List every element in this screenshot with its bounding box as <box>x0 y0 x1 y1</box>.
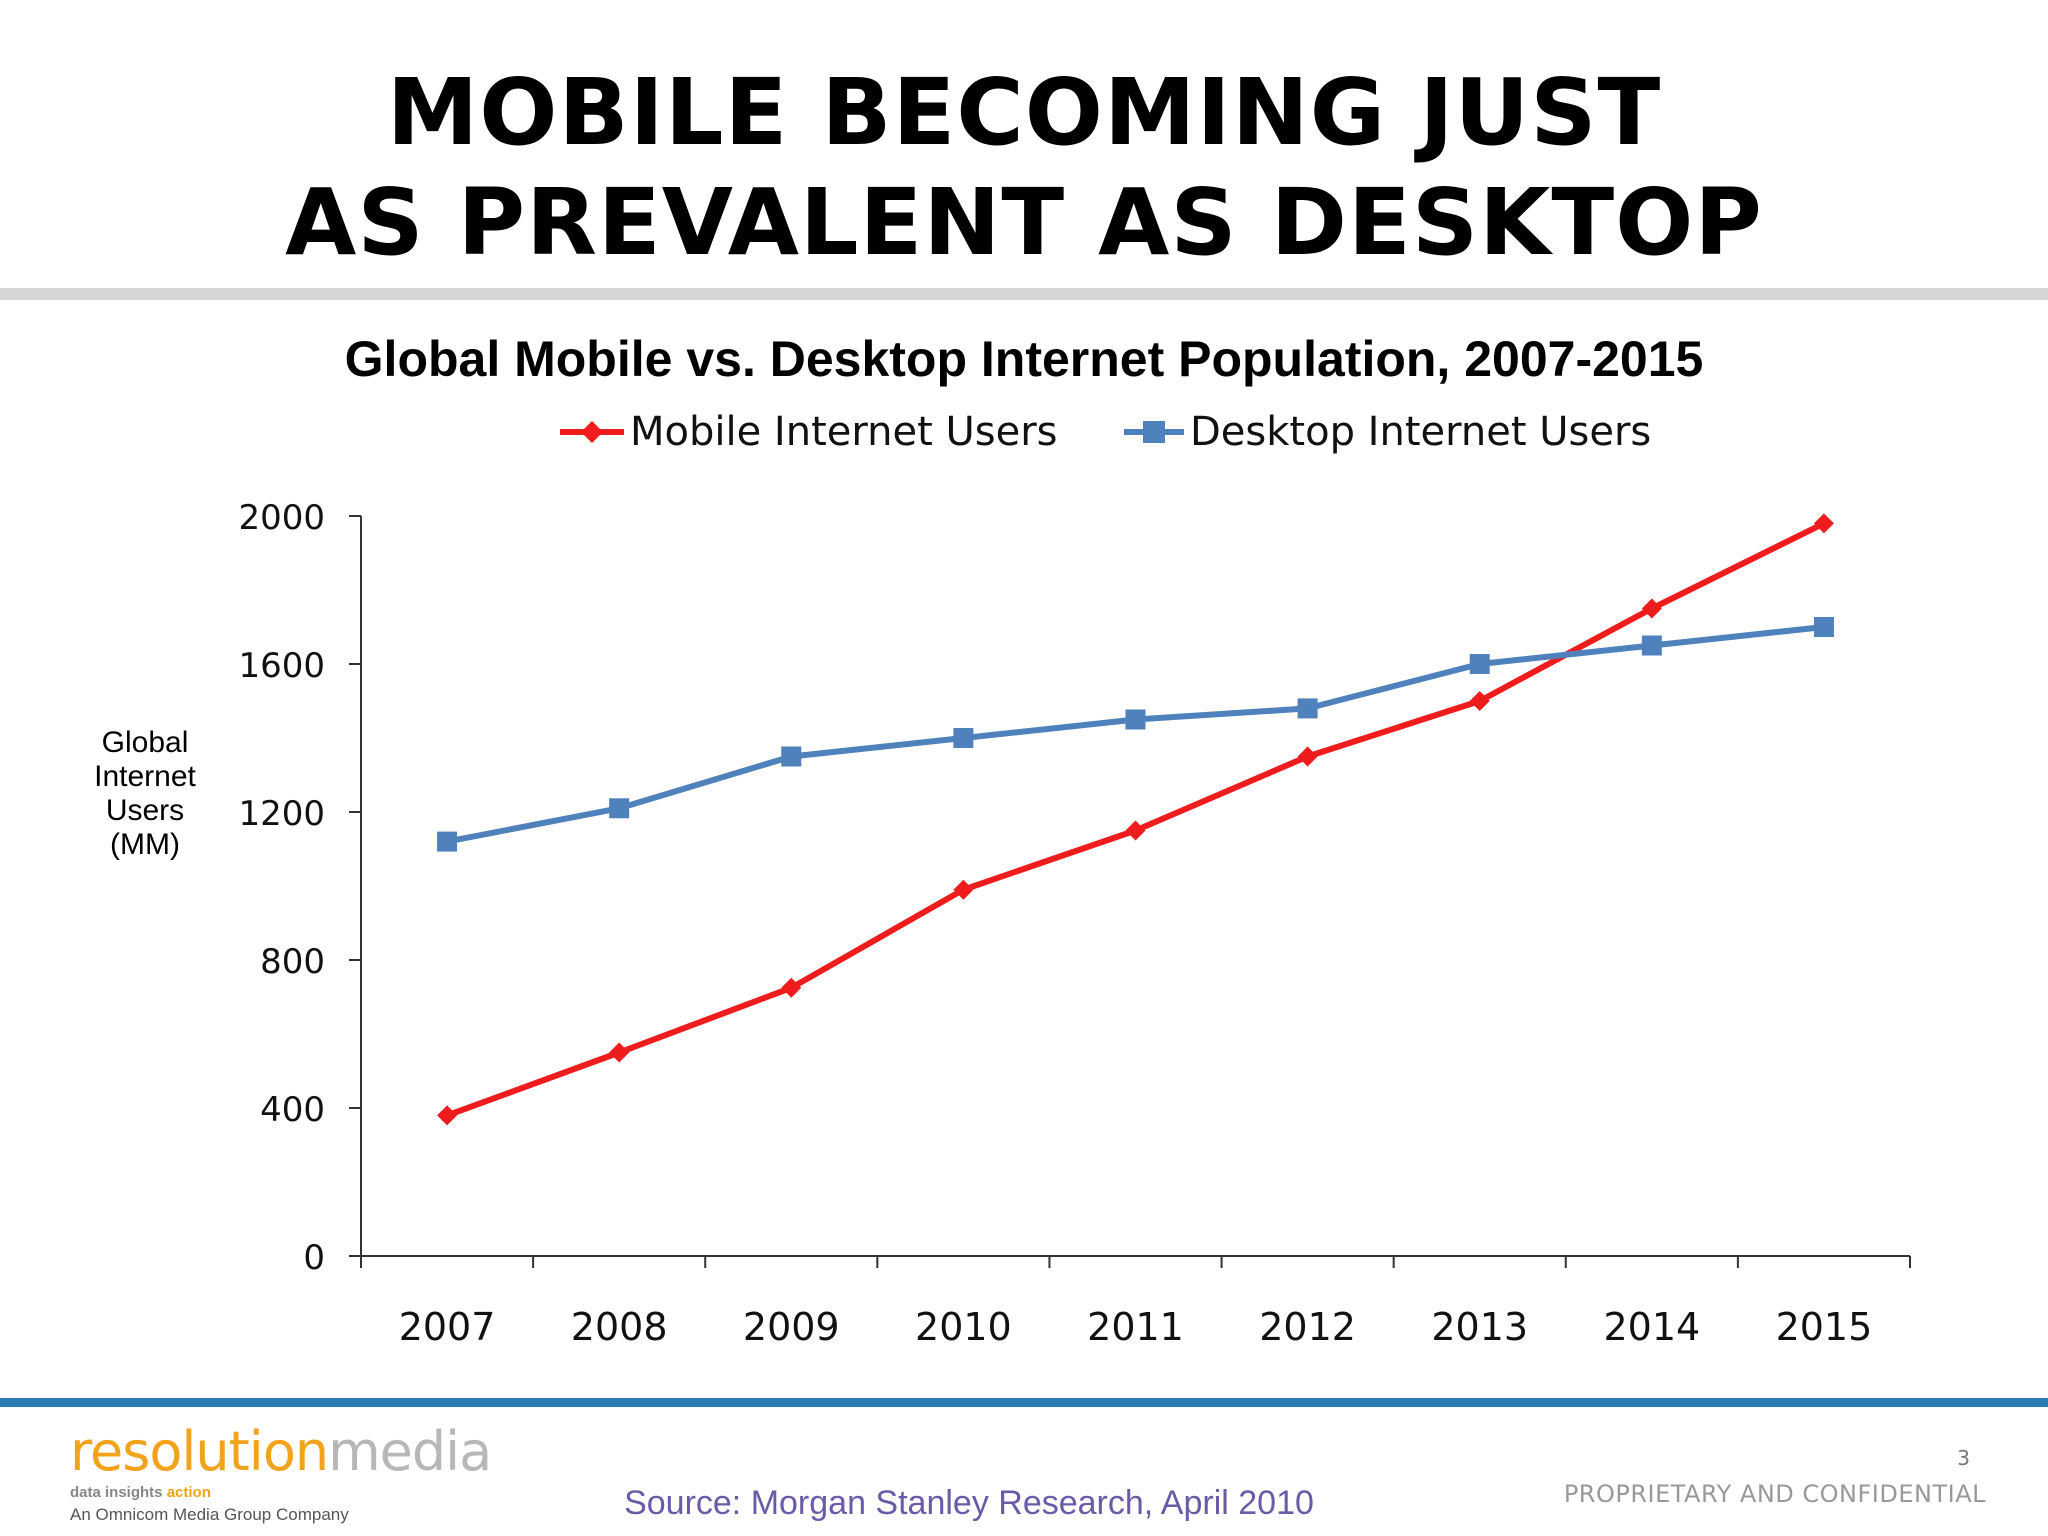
series-0-point-5 <box>1297 746 1318 767</box>
legend-marker-mobile-icon <box>560 421 624 443</box>
logo-wordmark: resolutionmedia <box>70 1420 492 1483</box>
y-axis-title: Global Internet Users (MM) <box>70 726 220 862</box>
series-0-point-6 <box>1469 691 1490 711</box>
source-note: Source: Morgan Stanley Research, April 2… <box>0 1484 2048 1523</box>
chart-title: Global Mobile vs. Desktop Internet Popul… <box>344 331 1704 387</box>
logo-tagline-part-1: data insights <box>70 1484 167 1501</box>
legend-label-desktop: Desktop Internet Users <box>1190 409 1652 455</box>
series-1-point-3 <box>953 728 974 748</box>
source-text: Source: Morgan Stanley Research, April 2… <box>624 1484 1314 1522</box>
x-tick-label-7: 2014 <box>1603 1305 1700 1349</box>
series-0-point-3 <box>953 879 974 900</box>
series-1-point-4 <box>1125 709 1146 730</box>
x-tick-label-1: 2008 <box>571 1305 668 1349</box>
series-1-point-5 <box>1297 698 1318 719</box>
company-logo: resolutionmedia data insights action An … <box>70 1420 492 1525</box>
y-tick-label-0: 0 <box>303 1238 325 1278</box>
y-axis-title-line-1: Global <box>101 726 189 759</box>
x-tick-label-8: 2015 <box>1776 1305 1873 1349</box>
x-tick-label-3: 2010 <box>915 1305 1012 1349</box>
series-0-point-0 <box>437 1105 458 1126</box>
y-tick-label-5: 2000 <box>238 498 325 538</box>
series-line-1 <box>446 624 1825 845</box>
footer-divider <box>0 1398 2048 1407</box>
y-tick-label-4: 1600 <box>238 646 325 686</box>
y-tick-label-1: 400 <box>260 1090 325 1130</box>
series-0-point-1 <box>609 1042 630 1063</box>
logo-tagline-part-2: action <box>166 1484 211 1501</box>
y-tick-label-2: 800 <box>260 942 325 982</box>
legend-item-desktop: Desktop Internet Users <box>1122 400 1651 464</box>
y-axis-title-line-3: Users <box>105 794 185 827</box>
series-1-point-7 <box>1641 635 1662 656</box>
logo-subtitle: An Omnicom Media Group Company <box>70 1505 349 1524</box>
x-tick-label-4: 2011 <box>1087 1305 1184 1349</box>
line-chart: 0 400 800 1200 1600 2000 2007 2008 2009 2010 2011 2… <box>238 498 1911 1349</box>
series-1-point-8 <box>1813 617 1834 637</box>
page-number: 3 <box>1957 1446 1970 1470</box>
x-tick-label-0: 2007 <box>399 1305 496 1349</box>
x-tick-label-2: 2009 <box>743 1305 840 1349</box>
x-tick-label-5: 2012 <box>1259 1305 1356 1349</box>
logo-word-part-1: resolution <box>70 1420 329 1483</box>
series-1-point-1 <box>609 798 630 819</box>
y-axis-title-line-4: (MM) <box>110 828 180 861</box>
y-axis-title-line-2: Internet <box>94 760 196 793</box>
series-1-point-2 <box>781 746 802 767</box>
series-1-point-0 <box>437 831 458 852</box>
legend-label-mobile: Mobile Internet Users <box>630 409 1058 455</box>
series-0-point-7 <box>1641 598 1662 619</box>
slide-title-line-1: MOBILE BECOMING JUST <box>386 59 1662 166</box>
chart-legend: Mobile Internet Users Desktop Internet U… <box>0 400 2048 464</box>
series-1-point-6 <box>1469 654 1490 674</box>
x-tick-label-6: 2013 <box>1431 1305 1528 1349</box>
y-tick-label-3: 1200 <box>238 794 325 834</box>
logo-tagline: data insights action <box>70 1484 491 1501</box>
legend-marker-desktop-icon <box>1124 421 1184 443</box>
slide-title-line-2: AS PREVALENT AS DESKTOP <box>285 169 1763 276</box>
confidential-notice: PROPRIETARY AND CONFIDENTIAL <box>1563 1480 1986 1508</box>
legend-item-mobile: Mobile Internet Users <box>558 400 1057 464</box>
logo-word-part-2: media <box>328 1420 492 1483</box>
slide-title: MOBILE BECOMING JUST AS PREVALENT AS DES… <box>0 58 2048 278</box>
series-0-point-4 <box>1125 820 1146 841</box>
series-0-point-2 <box>781 977 802 998</box>
series-0-point-8 <box>1813 513 1834 534</box>
title-divider <box>0 288 2048 300</box>
series-line-0 <box>446 520 1826 1119</box>
